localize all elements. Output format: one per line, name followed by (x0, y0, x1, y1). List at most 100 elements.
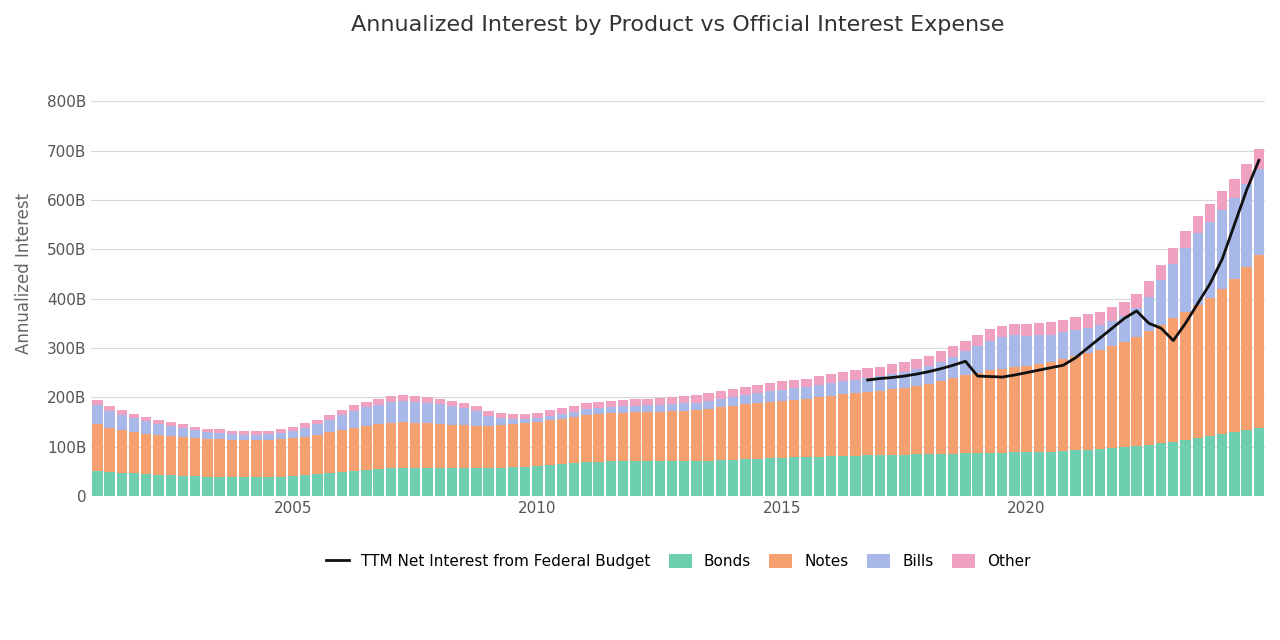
Bar (887, 364, 897, 374)
Bar (1046, 335, 1056, 362)
Bar (605, 401, 616, 407)
Bar (924, 366, 934, 384)
Bar (1059, 332, 1069, 359)
Bar (1046, 323, 1056, 335)
Bar (691, 403, 701, 410)
Bar (1119, 301, 1129, 316)
Bar (997, 326, 1007, 337)
Bar (887, 454, 897, 496)
Bar (447, 401, 457, 406)
Bar (874, 391, 884, 455)
TTM Net Interest from Federal Budget (909, 371, 924, 378)
Bar (936, 381, 946, 454)
Bar (141, 474, 151, 496)
Bar (460, 426, 470, 468)
Bar (410, 402, 420, 423)
Bar (1193, 305, 1203, 438)
Bar (948, 357, 959, 378)
Bar (887, 389, 897, 454)
Bar (116, 410, 127, 415)
Bar (740, 395, 750, 404)
Bar (838, 381, 849, 394)
Bar (924, 454, 934, 496)
Bar (826, 374, 836, 383)
Bar (495, 418, 506, 426)
Bar (704, 401, 714, 408)
Bar (300, 436, 311, 476)
Bar (484, 411, 494, 416)
TTM Net Interest from Federal Budget (872, 374, 887, 382)
Bar (630, 412, 640, 461)
Bar (520, 419, 530, 424)
Bar (814, 385, 824, 397)
Bar (1193, 438, 1203, 496)
Bar (948, 346, 959, 357)
Bar (704, 408, 714, 461)
Bar (984, 340, 995, 370)
Bar (594, 408, 604, 414)
Bar (764, 392, 774, 402)
Bar (814, 376, 824, 385)
Bar (777, 390, 787, 401)
Bar (1242, 164, 1252, 184)
Bar (312, 435, 323, 474)
Bar (788, 388, 800, 400)
Bar (422, 403, 433, 424)
Legend: TTM Net Interest from Federal Budget, Bonds, Notes, Bills, Other: TTM Net Interest from Federal Budget, Bo… (320, 548, 1037, 575)
Bar (1009, 335, 1020, 367)
Bar (1119, 447, 1129, 496)
Bar (973, 346, 983, 372)
Bar (643, 461, 653, 496)
Bar (704, 461, 714, 496)
Bar (116, 430, 127, 473)
Bar (838, 456, 849, 496)
Bar (239, 477, 250, 496)
Bar (948, 378, 959, 454)
Bar (349, 471, 360, 496)
TTM Net Interest from Federal Budget (1032, 366, 1047, 374)
Bar (1094, 351, 1105, 449)
Bar (337, 410, 347, 415)
Bar (850, 380, 860, 394)
Bar (1132, 446, 1142, 496)
Bar (850, 370, 860, 380)
Bar (1132, 294, 1142, 308)
Bar (788, 458, 800, 496)
TTM Net Interest from Federal Budget (1239, 186, 1254, 194)
Bar (1070, 317, 1080, 330)
Bar (374, 424, 384, 469)
Bar (1217, 435, 1228, 496)
Bar (544, 415, 556, 420)
Bar (691, 410, 701, 461)
TTM Net Interest from Federal Budget (1153, 324, 1169, 332)
Bar (178, 428, 188, 437)
Bar (801, 399, 812, 457)
Bar (508, 419, 518, 424)
Bar (189, 430, 201, 438)
Bar (422, 468, 433, 496)
Bar (630, 461, 640, 496)
Bar (1119, 316, 1129, 342)
Bar (1253, 255, 1265, 428)
Bar (788, 400, 800, 458)
Bar (374, 469, 384, 496)
Bar (863, 455, 873, 496)
Bar (1180, 248, 1190, 312)
Bar (398, 396, 408, 401)
Bar (202, 477, 212, 496)
TTM Net Interest from Federal Budget (1056, 362, 1071, 369)
Bar (544, 420, 556, 465)
Bar (1119, 342, 1129, 447)
Bar (643, 405, 653, 412)
Bar (911, 386, 922, 454)
Bar (1193, 216, 1203, 234)
Bar (740, 387, 750, 395)
Bar (215, 439, 225, 477)
TTM Net Interest from Federal Budget (922, 368, 937, 376)
Bar (385, 396, 396, 402)
Bar (398, 401, 408, 422)
Bar (716, 399, 726, 407)
Bar (251, 435, 261, 440)
TTM Net Interest from Federal Budget (1043, 364, 1059, 371)
Bar (312, 420, 323, 424)
